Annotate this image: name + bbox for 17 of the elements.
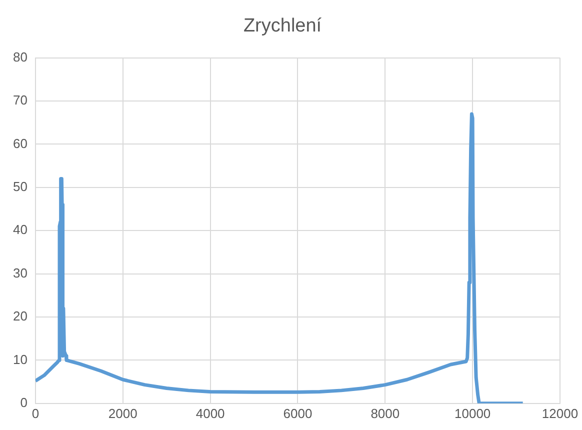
x-tick-label: 8000	[370, 406, 400, 421]
y-tick-label: 80	[12, 49, 28, 64]
y-tick-label: 30	[12, 265, 28, 280]
x-tick-label: 4000	[196, 406, 225, 421]
y-tick-label: 0	[20, 394, 28, 410]
y-tick-label: 20	[12, 308, 28, 324]
y-tick-label: 70	[12, 92, 28, 108]
x-tick-label: 0	[32, 406, 40, 421]
y-tick-label: 60	[12, 136, 28, 151]
x-tick-label: 10000	[454, 406, 491, 421]
chart-title: Zrychlení	[243, 16, 322, 37]
x-tick-label: 12000	[542, 406, 578, 421]
x-tick-label: 6000	[283, 406, 312, 421]
x-tick-label: 2000	[108, 406, 138, 421]
y-tick-label: 50	[12, 178, 28, 194]
y-tick-label: 10	[12, 352, 28, 367]
y-tick-label: 40	[12, 222, 28, 238]
